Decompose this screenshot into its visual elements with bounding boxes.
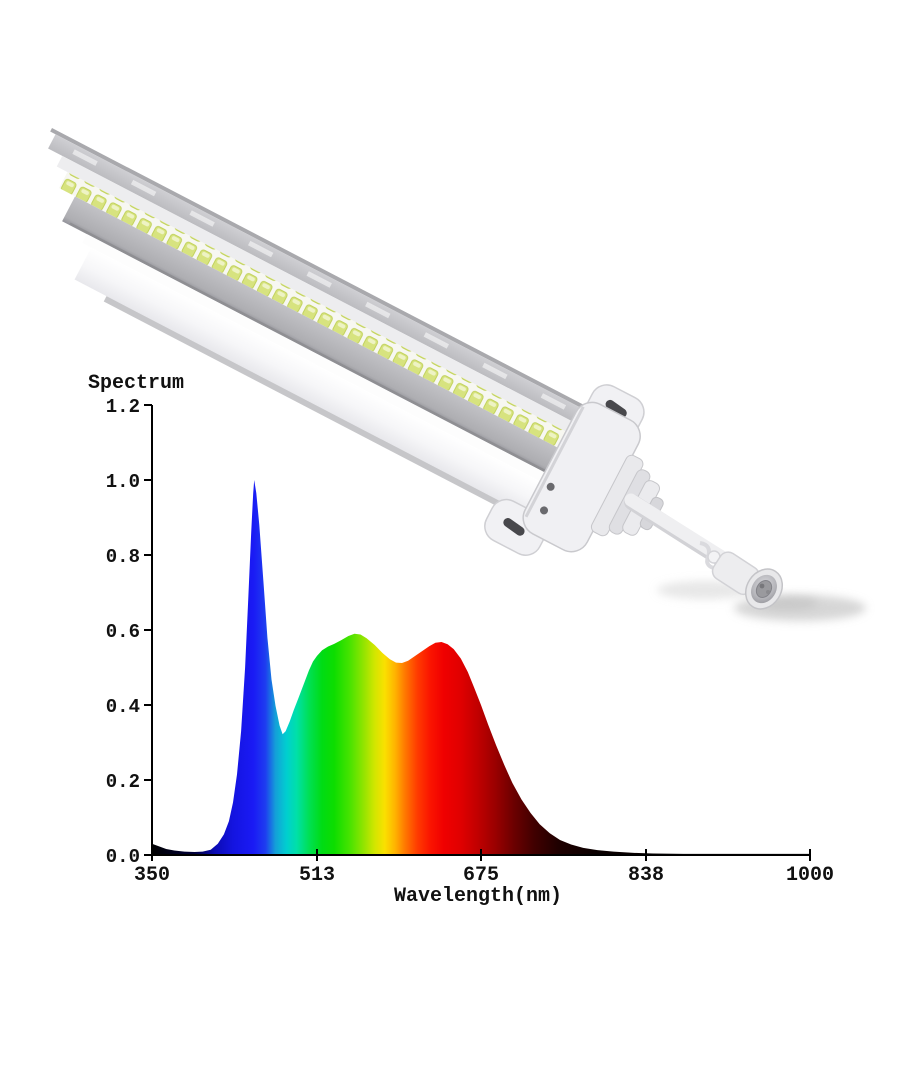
connector-pin (759, 583, 765, 589)
x-ticks: 350 513 675 838 1000 (134, 849, 834, 887)
y-tick-label: 1.0 (106, 471, 140, 493)
y-tick-label: 0.6 (106, 621, 140, 643)
ear-slot-top (605, 399, 627, 418)
product-photo (48, 128, 866, 621)
x-axis-label: Wavelength(nm) (394, 885, 562, 908)
x-tick-label: 350 (134, 864, 170, 887)
cap-seam (524, 406, 585, 518)
tube-bottom-edge (103, 296, 543, 529)
chart-title: Spectrum (88, 372, 184, 395)
ear-slot-bottom (503, 518, 525, 536)
cap-screw (546, 482, 555, 491)
y-tick-label: 1.2 (106, 396, 140, 418)
tube-group (48, 128, 664, 556)
tube-lens-strip (56, 155, 591, 442)
x-tick-label: 675 (463, 864, 499, 887)
y-tick-label: 0.0 (106, 846, 140, 868)
y-tick-label: 0.4 (106, 696, 140, 718)
connector-pin (766, 590, 770, 594)
spectrum-chart: Spectrum 0.0 0.2 0.4 0.6 0.8 1.0 1.2 350 513 675… (88, 372, 834, 908)
tube-body-white (74, 247, 560, 524)
reflection-highlight (72, 149, 581, 418)
inner-housing-edge (69, 222, 566, 483)
led-strip (59, 172, 586, 458)
cap-screw (540, 506, 549, 515)
y-tick-label: 0.8 (106, 546, 140, 568)
y-tick-label: 0.2 (106, 771, 140, 793)
connector (711, 551, 784, 610)
x-tick-label: 838 (628, 864, 664, 887)
x-tick-label: 1000 (786, 864, 834, 887)
end-cap (484, 384, 664, 556)
tube-gap-strip (82, 234, 565, 492)
tube-top-edge (50, 128, 601, 417)
tube-inner-housing (62, 196, 578, 483)
y-ticks: 0.0 0.2 0.4 0.6 0.8 1.0 1.2 (106, 396, 152, 868)
spectrum-area (152, 480, 810, 855)
x-tick-label: 513 (299, 864, 335, 887)
